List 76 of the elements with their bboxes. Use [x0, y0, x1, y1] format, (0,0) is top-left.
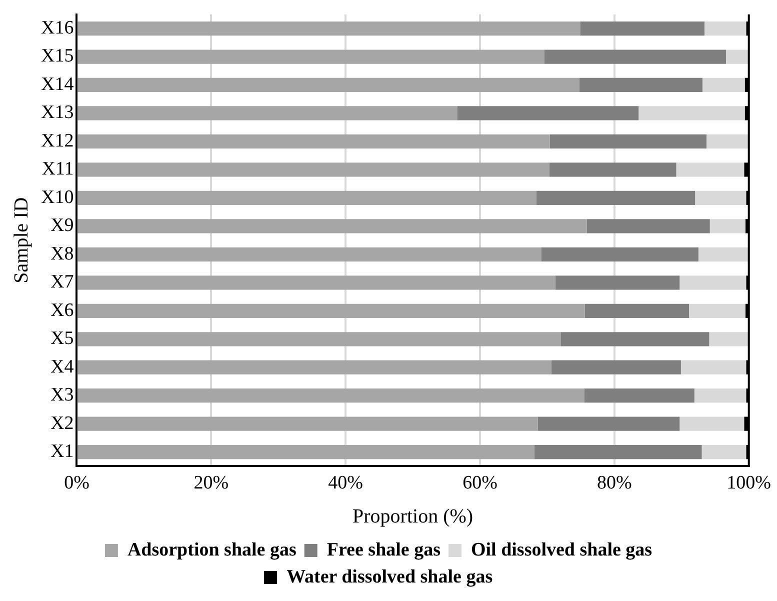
bar: [78, 190, 536, 206]
bar: [457, 106, 639, 120]
y-tick-label: X7: [50, 272, 74, 293]
bar: [78, 332, 561, 346]
x-tick-label: 80%: [597, 472, 632, 494]
y-tick-label: X1: [50, 441, 74, 462]
bar: [680, 360, 746, 374]
y-tick-label: X8: [50, 243, 74, 264]
bar: [551, 360, 681, 374]
y-tick-label: X11: [42, 158, 74, 180]
y-tick-label: X16: [40, 18, 74, 39]
bar: [550, 134, 706, 149]
bar: [676, 162, 744, 177]
bar: [726, 50, 749, 64]
y-tick-label: X5: [50, 328, 74, 350]
x-tick-label: 60%: [462, 472, 498, 494]
legend-label: Adsorption shale gas: [127, 539, 296, 560]
legend-label: Oil dissolved shale gas: [470, 539, 652, 560]
bar: [78, 106, 458, 120]
bar: [710, 219, 746, 234]
bar: [560, 332, 710, 346]
x-tick-label: 100%: [726, 472, 772, 494]
y-tick-label: X10: [40, 186, 74, 208]
legend-label: Water dissolved shale gas: [286, 566, 493, 588]
bar: [702, 78, 745, 92]
bar: [78, 219, 587, 234]
bar: [78, 360, 552, 374]
y-tick-label: X14: [40, 74, 74, 95]
bar: [680, 276, 746, 290]
bar: [586, 219, 710, 234]
bar: [78, 78, 580, 92]
y-tick-label: X15: [40, 46, 74, 67]
bar: [78, 21, 580, 36]
bar: [549, 162, 676, 177]
bar: [695, 190, 746, 206]
bar: [78, 134, 550, 149]
bar: [702, 445, 746, 460]
bar: [694, 388, 746, 403]
bar: [706, 134, 749, 149]
bar: [704, 21, 746, 36]
y-tick-label: X3: [50, 384, 74, 406]
bar: [536, 190, 696, 206]
y-axis-title: Sample ID: [10, 197, 32, 284]
bar: [584, 388, 694, 403]
bar: [584, 304, 690, 318]
y-tick-label: X4: [50, 356, 74, 378]
bar: [78, 162, 550, 177]
bar: [78, 416, 538, 431]
bar: [538, 416, 680, 431]
x-tick-label: 40%: [328, 472, 364, 494]
bar: [78, 304, 585, 318]
bar: [78, 445, 534, 460]
bar: [541, 247, 698, 262]
y-tick-label: X13: [40, 102, 74, 124]
legend-label: Free shale gas: [326, 539, 441, 560]
bar: [78, 50, 545, 64]
bar: [680, 416, 744, 431]
y-tick-label: X6: [50, 300, 74, 321]
y-tick-label: X9: [50, 215, 74, 236]
x-axis-title: Proportion (%): [352, 505, 474, 528]
bar: [78, 276, 556, 290]
y-tick-label: X12: [40, 130, 74, 152]
bar: [580, 21, 704, 36]
x-tick-label: 0%: [64, 472, 90, 494]
bar: [709, 332, 749, 346]
bar: [698, 247, 749, 262]
bar: [78, 247, 542, 262]
y-tick-label: X2: [50, 412, 74, 434]
bar: [555, 276, 680, 290]
bar: [689, 304, 746, 318]
bar: [638, 106, 745, 120]
x-tick-label: 20%: [194, 472, 229, 494]
bar: [579, 78, 702, 92]
bar: [78, 388, 584, 403]
bar: [534, 445, 702, 460]
bar: [544, 50, 726, 64]
